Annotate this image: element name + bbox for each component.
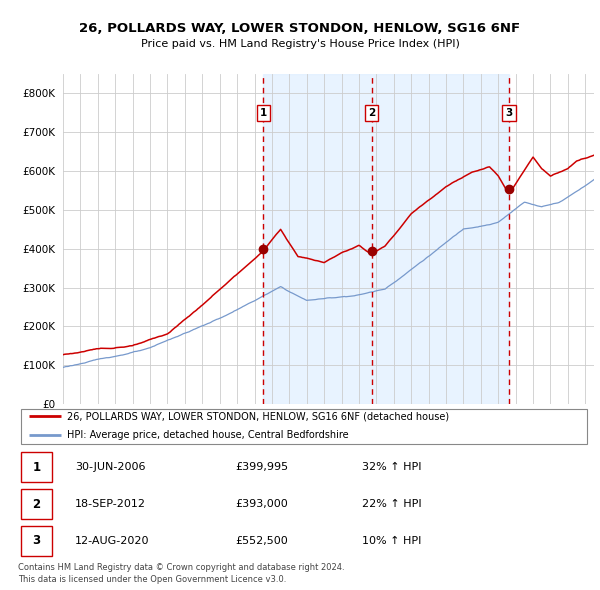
FancyBboxPatch shape xyxy=(21,526,52,556)
Text: 22% ↑ HPI: 22% ↑ HPI xyxy=(362,499,421,509)
Text: This data is licensed under the Open Government Licence v3.0.: This data is licensed under the Open Gov… xyxy=(18,575,286,584)
Text: 1: 1 xyxy=(32,461,41,474)
Text: 12-AUG-2020: 12-AUG-2020 xyxy=(76,536,150,546)
Text: Contains HM Land Registry data © Crown copyright and database right 2024.: Contains HM Land Registry data © Crown c… xyxy=(18,563,344,572)
Text: £393,000: £393,000 xyxy=(236,499,289,509)
FancyBboxPatch shape xyxy=(21,489,52,519)
Text: Price paid vs. HM Land Registry's House Price Index (HPI): Price paid vs. HM Land Registry's House … xyxy=(140,39,460,49)
Text: £552,500: £552,500 xyxy=(236,536,289,546)
Text: 26, POLLARDS WAY, LOWER STONDON, HENLOW, SG16 6NF: 26, POLLARDS WAY, LOWER STONDON, HENLOW,… xyxy=(79,22,521,35)
Text: £399,995: £399,995 xyxy=(236,463,289,473)
Text: 3: 3 xyxy=(505,109,512,119)
Text: 32% ↑ HPI: 32% ↑ HPI xyxy=(362,463,421,473)
FancyBboxPatch shape xyxy=(21,453,52,482)
Text: 2: 2 xyxy=(32,497,41,511)
Text: 2: 2 xyxy=(368,109,375,119)
FancyBboxPatch shape xyxy=(21,409,587,444)
Text: 18-SEP-2012: 18-SEP-2012 xyxy=(76,499,146,509)
Bar xyxy=(263,74,509,404)
Text: 26, POLLARDS WAY, LOWER STONDON, HENLOW, SG16 6NF (detached house): 26, POLLARDS WAY, LOWER STONDON, HENLOW,… xyxy=(67,411,449,421)
Text: 10% ↑ HPI: 10% ↑ HPI xyxy=(362,536,421,546)
Text: 30-JUN-2006: 30-JUN-2006 xyxy=(76,463,146,473)
Text: 3: 3 xyxy=(32,535,41,548)
Text: HPI: Average price, detached house, Central Bedfordshire: HPI: Average price, detached house, Cent… xyxy=(67,431,349,441)
Text: 1: 1 xyxy=(260,109,267,119)
